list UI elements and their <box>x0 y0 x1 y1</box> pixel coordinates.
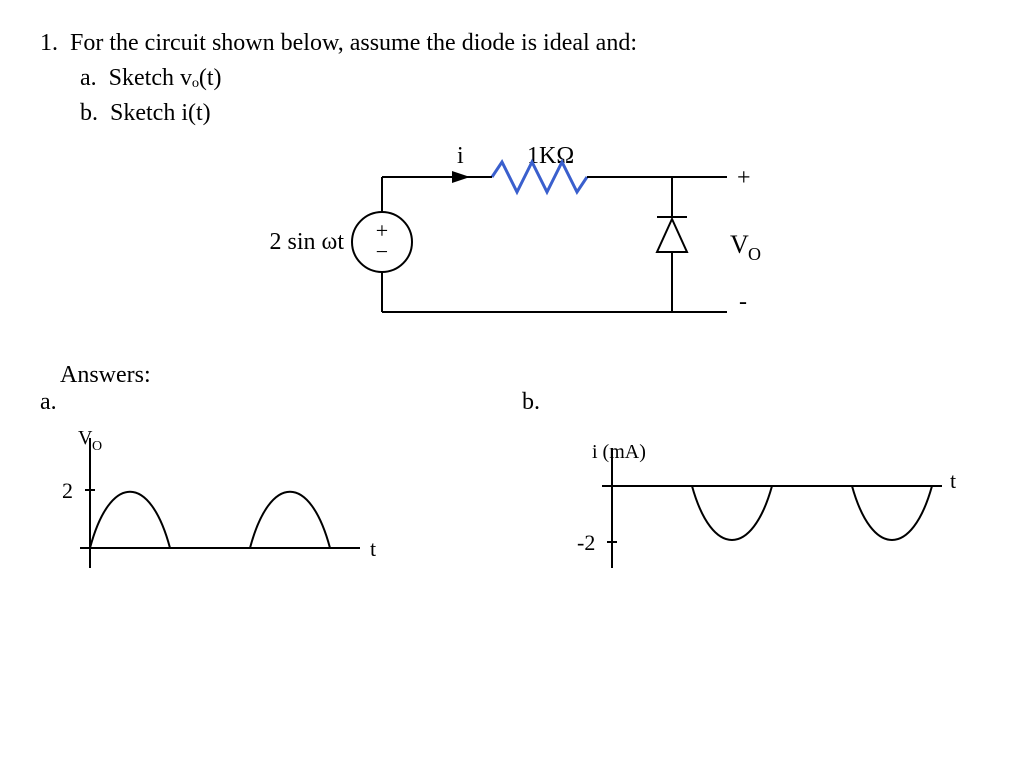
part-b-text: Sketch i(t) <box>110 100 211 126</box>
question-line: 1. For the circuit shown below, assume t… <box>40 30 984 57</box>
answer-a-ylabel-sub: O <box>92 439 102 454</box>
answer-a-ytick: 2 <box>62 478 73 503</box>
part-a-label: a. <box>80 65 97 91</box>
question-text: For the circuit shown below, assume the … <box>70 30 637 56</box>
part-b-label: b. <box>80 100 98 126</box>
answer-b-xlabel: t <box>950 468 956 493</box>
answer-b-plot: i (mA) -2 t <box>522 418 982 588</box>
answer-a-plot: V O 2 t <box>40 418 420 588</box>
answer-a-label: a. <box>40 389 502 416</box>
answers-row: a. V O 2 t b. i (mA) -2 <box>40 389 984 595</box>
diode-anode-icon <box>657 219 687 252</box>
output-v-sub: O <box>748 244 761 264</box>
sub-question-a: a. Sketch vₒ(t) <box>80 65 984 92</box>
answer-b: b. i (mA) -2 t <box>522 389 984 595</box>
answers-heading: Answers: <box>60 362 984 389</box>
circuit-diagram: i 1KΩ + − 2 sin ωt + V O - <box>40 137 984 357</box>
answer-a-waveform <box>90 492 330 548</box>
sub-question-b: b. Sketch i(t) <box>80 100 984 127</box>
answer-a: a. V O 2 t <box>40 389 502 595</box>
answer-a-xlabel: t <box>370 536 376 561</box>
answer-b-waveform <box>612 486 932 540</box>
output-plus: + <box>737 165 751 191</box>
source-label: 2 sin ωt <box>270 229 345 255</box>
answer-b-label: b. <box>522 389 984 416</box>
output-minus: - <box>739 289 747 315</box>
answer-b-ytick: -2 <box>577 530 595 555</box>
current-label: i <box>457 143 464 169</box>
output-v: V <box>730 230 749 259</box>
answer-b-ylabel: i (mA) <box>592 441 646 463</box>
answer-a-ylabel: V <box>78 427 93 449</box>
source-minus: − <box>376 239 388 264</box>
circuit-svg: i 1KΩ + − 2 sin ωt + V O - <box>232 137 792 357</box>
question-number: 1. <box>40 30 58 56</box>
part-a-text: Sketch vₒ(t) <box>109 65 222 91</box>
current-arrow-icon <box>452 171 470 183</box>
